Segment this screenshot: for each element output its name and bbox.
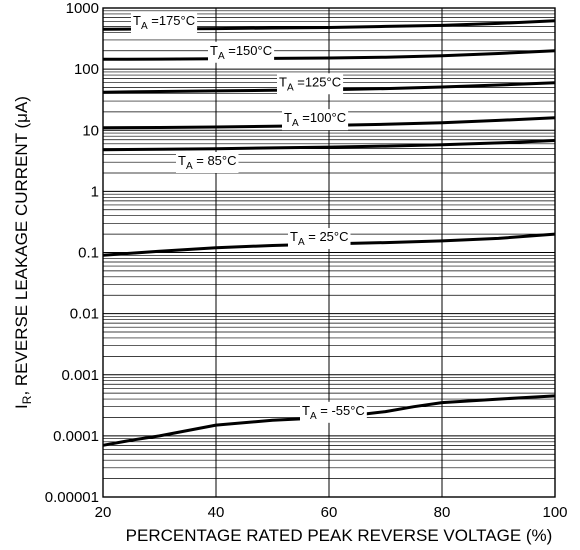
y-tick-label: 0.1 (78, 245, 99, 262)
series-line (102, 139, 556, 152)
y-tick-label: 0.01 (70, 306, 99, 323)
series-label-text: TA =175°C (133, 13, 195, 32)
series-label-rest: = 25°C (305, 229, 349, 244)
series-label-sub: A (141, 21, 148, 32)
series-label-text: TA =100°C (284, 110, 346, 129)
series-label-rest: =175°C (148, 13, 195, 28)
series-label-bg (288, 228, 351, 250)
series-label: TA = -55°C (300, 401, 367, 423)
y-tick-label: 1 (91, 183, 99, 200)
series-label-bg (300, 401, 367, 423)
y-tick-label: 0.0001 (53, 428, 99, 445)
series-label-main: T (210, 43, 218, 58)
grid (102, 8, 556, 498)
series-label-text: TA = 25°C (290, 229, 349, 248)
series-label-bg (282, 109, 349, 131)
series-label-rest: = -55°C (317, 403, 365, 418)
tick-labels: 0.00001 0.0001 0.001 0.01 0.1 1 10 100 1000 20 40 6… (45, 0, 568, 521)
y-axis-title-main: I (12, 404, 31, 409)
series-label-main: T (133, 13, 141, 28)
series-label: TA = 25°C (288, 228, 351, 250)
x-axis-title: PERCENTAGE RATED PEAK REVERSE VOLTAGE (%… (126, 526, 553, 545)
series-label-sub: A (287, 82, 294, 93)
series-label-bg (277, 73, 344, 95)
series-label-text: TA =150°C (210, 43, 272, 62)
x-tick-label: 60 (321, 504, 338, 521)
series-label: TA =175°C (131, 12, 198, 34)
series-label-rest: =150°C (225, 43, 272, 58)
series-label: TA =100°C (282, 109, 349, 131)
series-label-main: T (279, 74, 287, 89)
series-label-rest: =100°C (299, 110, 346, 125)
y-tick-label: 1000 (66, 0, 99, 17)
plot-frame (102, 7, 556, 498)
series-label: TA = 85°C (176, 152, 239, 174)
x-tick-label: 20 (95, 504, 112, 521)
series-label-bg (208, 41, 275, 63)
y-tick-label: 0.001 (61, 367, 99, 384)
series-line (102, 49, 556, 61)
series-label-text: TA = -55°C (302, 403, 365, 422)
series-label-sub: A (218, 51, 225, 62)
series-label-rest: = 85°C (193, 153, 237, 168)
series-label-bg (131, 12, 198, 34)
series-label: TA =150°C (208, 41, 275, 63)
y-axis-title: IR, REVERSE LEAKAGE CURRENT (μA) (12, 96, 34, 409)
series-label-text: TA = 85°C (178, 153, 237, 172)
x-tick-label: 40 (208, 504, 225, 521)
series-label-bg (176, 152, 239, 174)
y-tick-label: 100 (74, 61, 99, 78)
y-axis-title-sub: R (20, 395, 34, 404)
series-label-sub: A (310, 411, 317, 422)
y-tick-label: 0.00001 (45, 489, 99, 506)
series-label-main: T (290, 229, 298, 244)
series-label-main: T (284, 110, 292, 125)
series-label-rest: =125°C (294, 74, 341, 89)
series-label-sub: A (292, 118, 299, 129)
series-label-sub: A (186, 161, 193, 172)
x-tick-label: 100 (542, 504, 567, 521)
x-tick-label: 80 (434, 504, 451, 521)
series-label-main: T (302, 403, 310, 418)
y-tick-label: 10 (82, 122, 99, 139)
series-label-sub: A (298, 237, 305, 248)
series-label-main: T (178, 153, 186, 168)
series-label: TA =125°C (277, 73, 344, 95)
series-labels: TA =175°CTA =150°CTA =125°CTA =100°CTA =… (131, 12, 367, 423)
series-label-text: TA =125°C (279, 74, 341, 93)
y-axis-title-rest: , REVERSE LEAKAGE CURRENT (μA) (12, 96, 31, 396)
